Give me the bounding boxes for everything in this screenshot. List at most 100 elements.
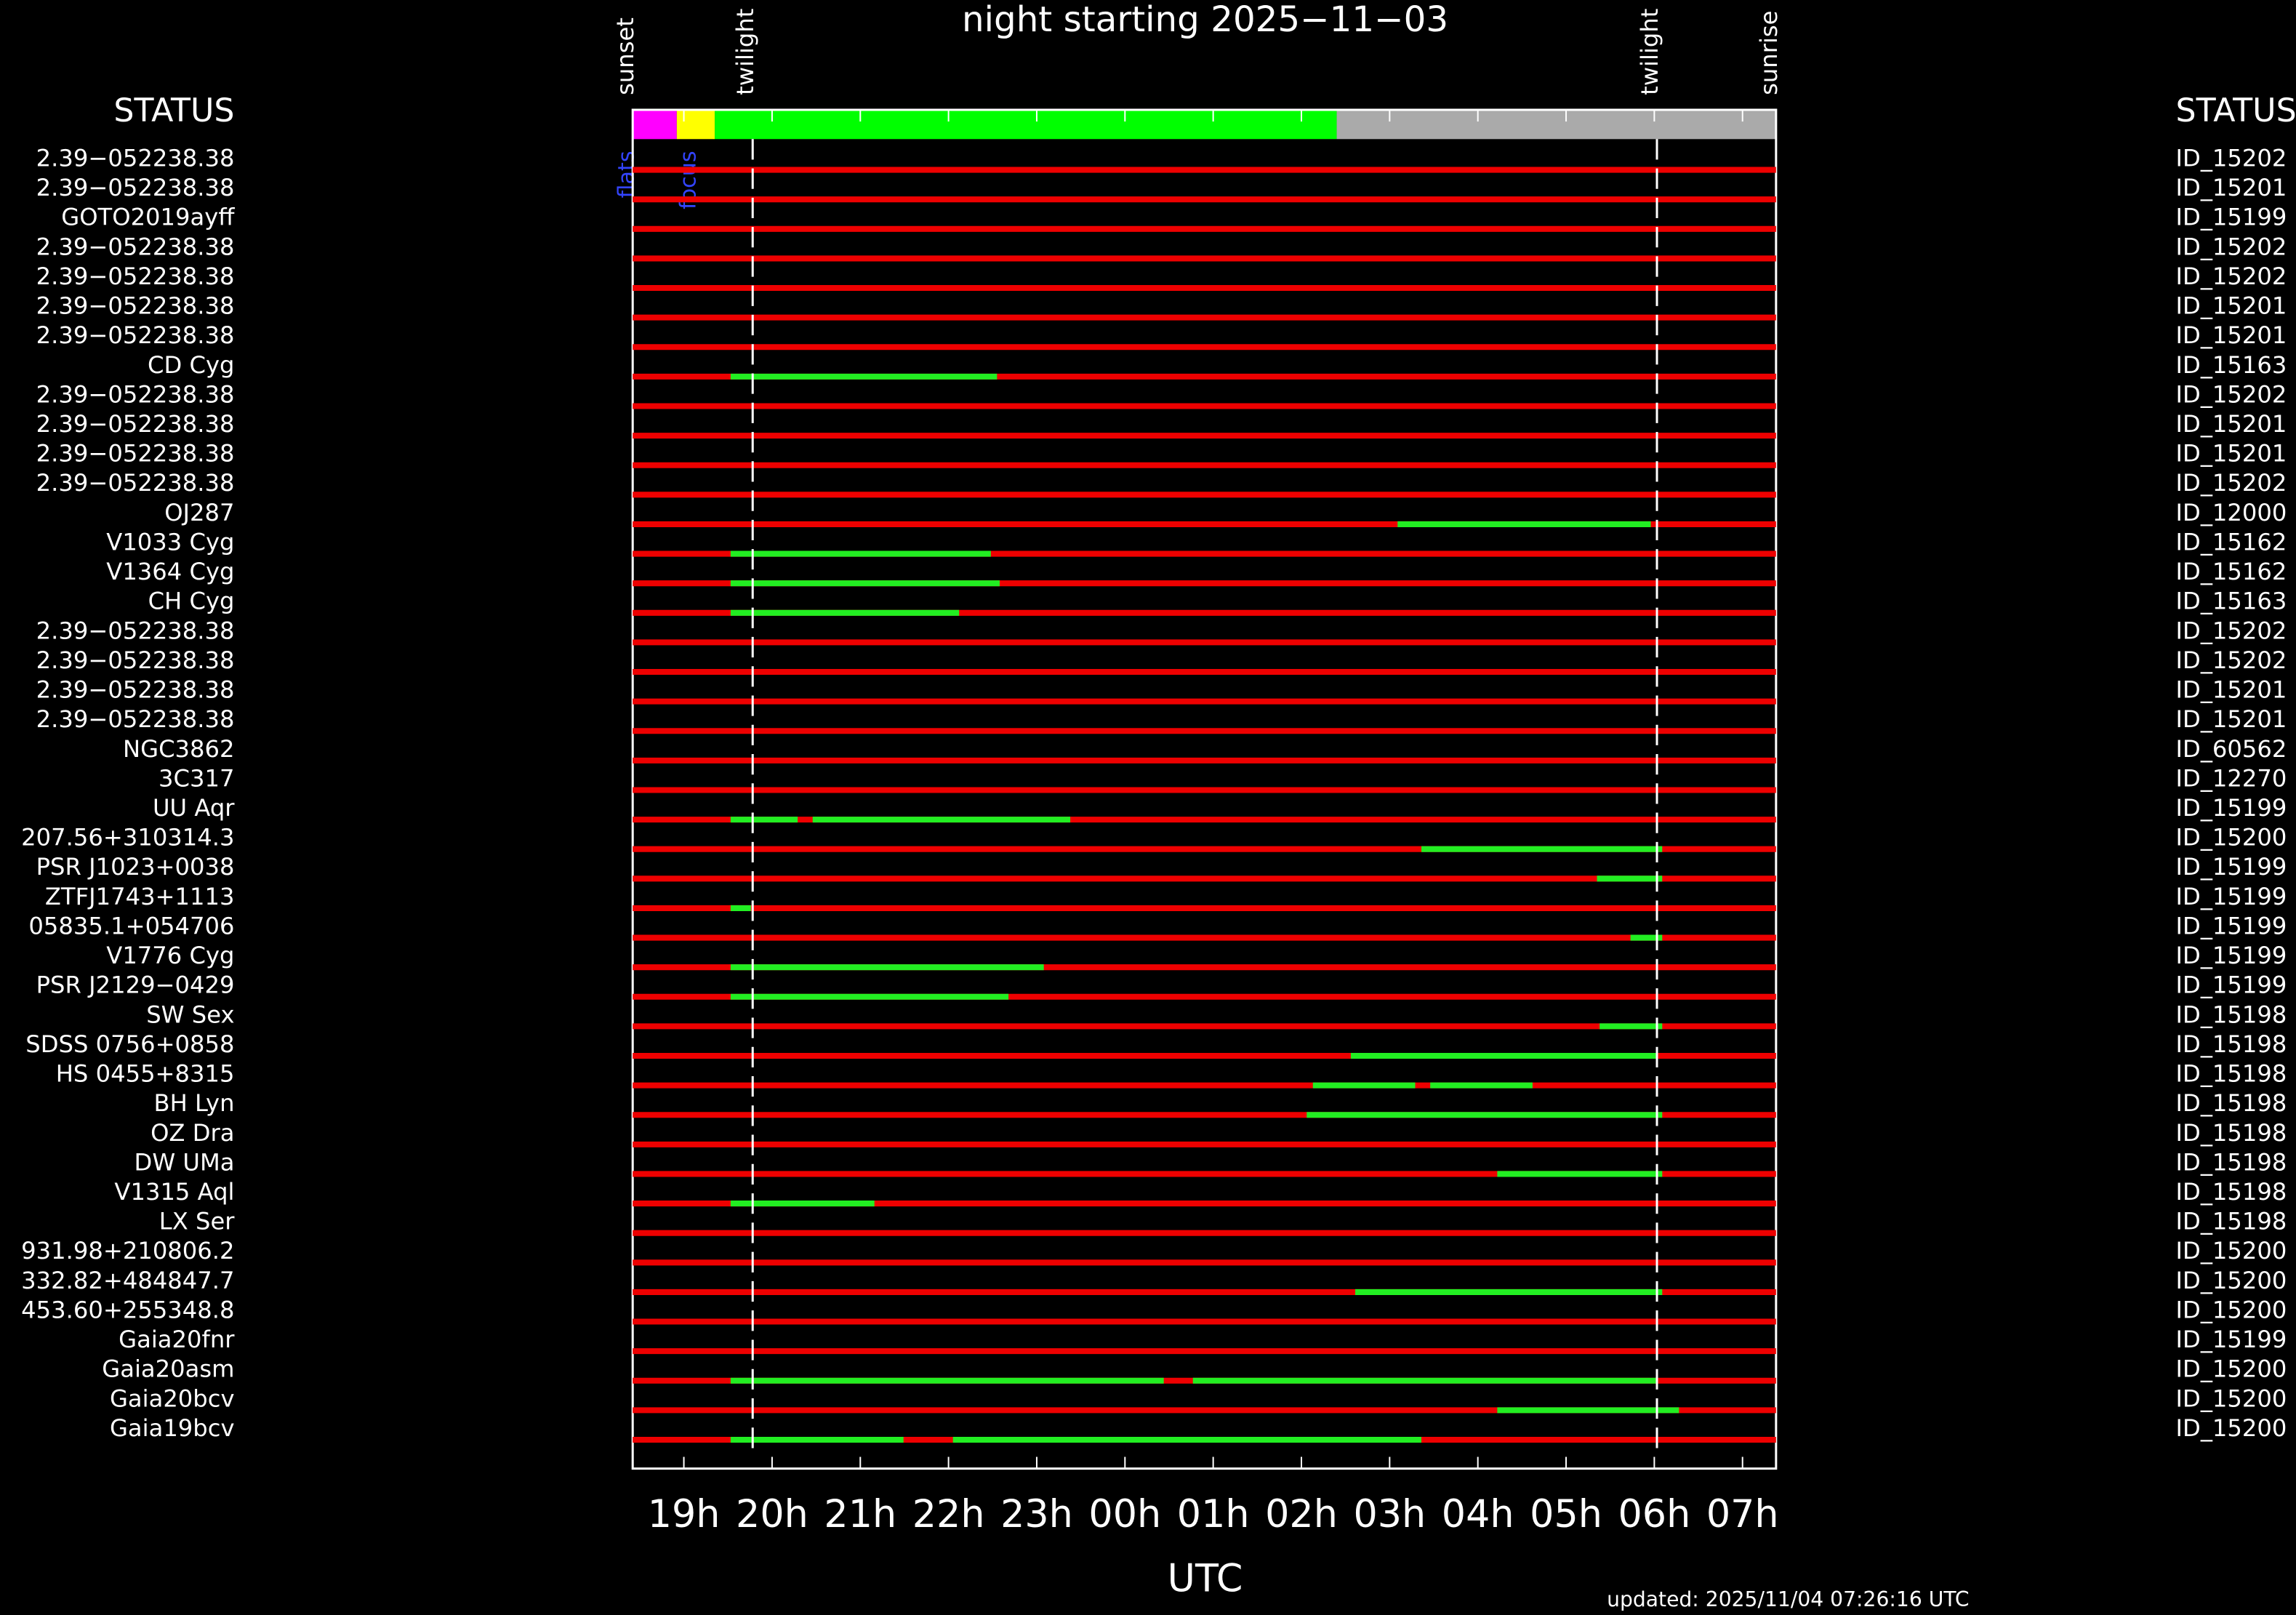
event-label: sunset [611,17,639,95]
row-id: ID_15199 [2176,971,2287,999]
row-id: ID_15202 [2176,646,2287,674]
row-name: 2.39−052238.38 [36,292,235,320]
row-name: 2.39−052238.38 [36,646,235,674]
row-name: Gaia20bcv [110,1384,235,1412]
status-block [633,110,677,140]
status-label: flats [614,151,639,198]
row-id: ID_12000 [2176,499,2287,526]
row-name: Gaia20fnr [119,1326,235,1353]
row-name: DW UMa [135,1148,235,1176]
row-id: ID_15202 [2176,263,2287,290]
x-tick-label: 20h [736,1492,808,1536]
x-tick-label: 02h [1265,1492,1338,1536]
row-id: ID_15201 [2176,174,2287,201]
row-name: 2.39−052238.38 [36,263,235,290]
row-id: ID_15202 [2176,617,2287,644]
event-label: sunrise [1755,11,1783,95]
row-name: 453.60+255348.8 [21,1296,234,1323]
row-id: ID_15163 [2176,351,2287,379]
row-name: V1776 Cyg [106,942,234,969]
row-id: ID_15200 [2176,1237,2287,1265]
row-id: ID_15199 [2176,883,2287,910]
x-tick-label: 03h [1353,1492,1426,1536]
row-name: 332.82+484847.7 [21,1267,234,1294]
row-id: ID_15163 [2176,588,2287,615]
row-id: ID_15200 [2176,824,2287,851]
row-id: ID_15199 [2176,853,2287,881]
row-name: PSR J2129−0429 [36,971,235,999]
row-id: ID_15162 [2176,528,2287,556]
row-name: 2.39−052238.38 [36,144,235,172]
row-name: 2.39−052238.38 [36,705,235,733]
row-name: OZ Dra [150,1119,234,1147]
row-id: ID_15201 [2176,410,2287,438]
row-id: ID_15200 [2176,1355,2287,1383]
x-tick-label: 00h [1088,1492,1161,1536]
row-id: ID_15202 [2176,380,2287,408]
row-name: NGC3862 [123,735,234,763]
row-name: 2.39−052238.38 [36,617,235,644]
row-name: V1033 Cyg [106,528,234,556]
status-header: STATUS [2176,92,2296,129]
row-id: ID_15202 [2176,144,2287,172]
row-id: ID_15201 [2176,292,2287,320]
row-name: SDSS 0756+0858 [25,1030,234,1058]
row-name: BH Lyn [154,1089,235,1117]
updated-note: updated: 2025/11/04 07:26:16 UTC [1607,1587,1970,1611]
row-name: 931.98+210806.2 [21,1237,234,1265]
row-id: ID_15199 [2176,794,2287,822]
row-name: PSR J1023+0038 [36,853,235,881]
row-name: OJ287 [164,499,234,526]
chart-title: night starting 2025−11−03 [962,0,1448,40]
row-id: ID_15200 [2176,1296,2287,1323]
row-name: GOTO2019ayff [61,204,235,231]
row-id: ID_60562 [2176,735,2287,763]
row-name: CH Cyg [148,588,235,615]
row-id: ID_12270 [2176,764,2287,792]
row-name: 2.39−052238.38 [36,174,235,201]
row-id: ID_15200 [2176,1384,2287,1412]
row-id: ID_15198 [2176,1119,2287,1147]
row-name: UU Aqr [153,794,235,822]
x-tick-label: 05h [1530,1492,1602,1536]
row-name: SW Sex [146,1001,234,1028]
x-tick-label: 19h [648,1492,720,1536]
row-name: 2.39−052238.38 [36,380,235,408]
row-id: ID_15198 [2176,1030,2287,1058]
row-id: ID_15198 [2176,1208,2287,1235]
row-name: 2.39−052238.38 [36,233,235,260]
row-name: CD Cyg [148,351,235,379]
row-id: ID_15199 [2176,1326,2287,1353]
row-id: ID_15201 [2176,705,2287,733]
status-block [1336,110,1776,140]
row-id: ID_15201 [2176,440,2287,468]
row-id: ID_15202 [2176,469,2287,497]
x-tick-label: 06h [1618,1492,1690,1536]
row-name: 207.56+310314.3 [21,824,234,851]
event-label: twilight [731,9,759,95]
row-id: ID_15201 [2176,676,2287,704]
row-id: ID_15199 [2176,942,2287,969]
row-id: ID_15198 [2176,1089,2287,1117]
event-label: twilight [1636,9,1663,95]
row-name: Gaia19bcv [110,1414,235,1442]
row-name: HS 0455+8315 [56,1060,235,1088]
x-tick-label: 22h [912,1492,985,1536]
row-id: ID_15200 [2176,1414,2287,1442]
row-name: 2.39−052238.38 [36,676,235,704]
row-id: ID_15198 [2176,1060,2287,1088]
row-id: ID_15162 [2176,558,2287,585]
row-name: 2.39−052238.38 [36,321,235,349]
row-id: ID_15198 [2176,1001,2287,1028]
row-id: ID_15199 [2176,204,2287,231]
x-tick-label: 21h [824,1492,896,1536]
row-name: Gaia20asm [102,1355,234,1383]
x-tick-label: 23h [1000,1492,1073,1536]
x-tick-label: 01h [1177,1492,1250,1536]
row-id: ID_15198 [2176,1148,2287,1176]
status-block [676,110,715,140]
row-id: ID_15198 [2176,1178,2287,1206]
row-id: ID_15202 [2176,233,2287,260]
